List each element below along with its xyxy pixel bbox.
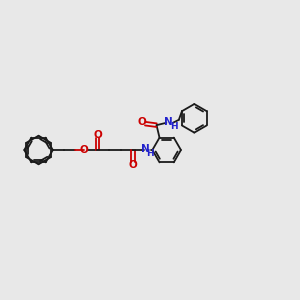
Text: O: O [129,160,137,170]
Text: H: H [170,122,177,131]
Text: H: H [146,149,154,158]
Text: O: O [93,130,102,140]
Text: O: O [80,145,89,155]
Text: O: O [137,117,146,127]
Text: N: N [164,117,172,127]
Text: N: N [141,144,150,154]
